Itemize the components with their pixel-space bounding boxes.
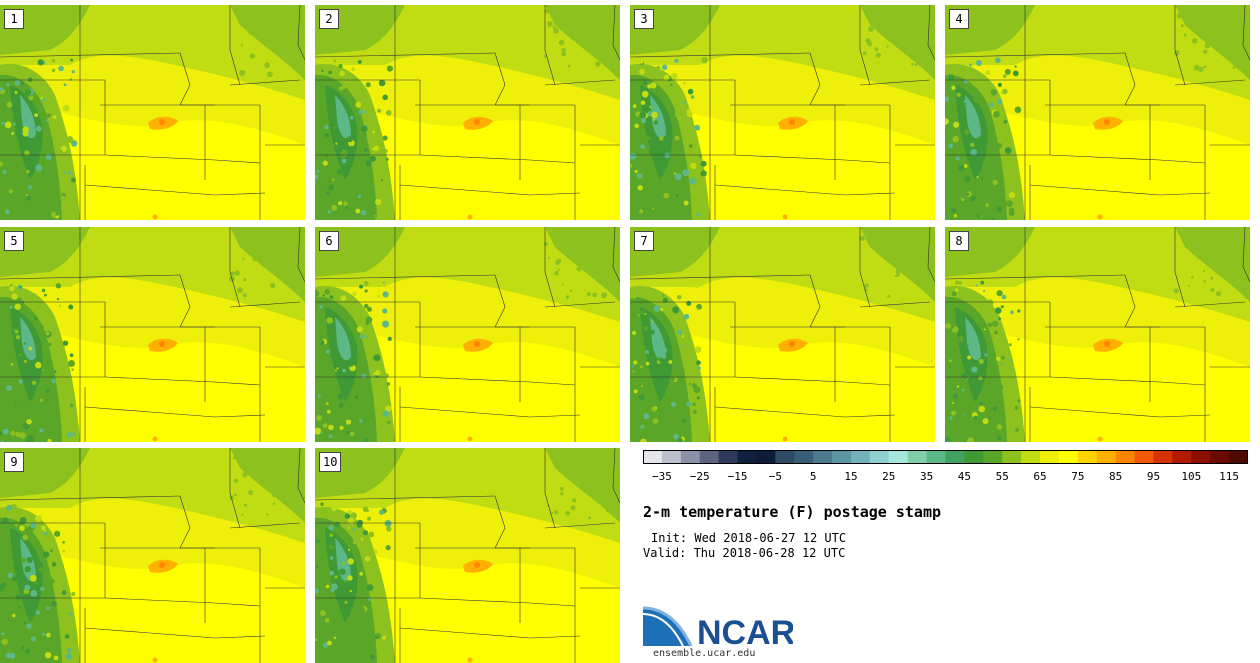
colorbar-swatch bbox=[1134, 450, 1154, 464]
member-panel-3: 3 bbox=[630, 5, 935, 220]
member-panel-6: 6 bbox=[315, 227, 620, 442]
colorbar-swatch bbox=[813, 450, 833, 464]
temperature-map bbox=[315, 448, 620, 663]
colorbar-swatch bbox=[1191, 450, 1211, 464]
colorbar-tick: −25 bbox=[689, 470, 710, 483]
colorbar-tick: 75 bbox=[1071, 470, 1085, 483]
colorbar-tick: 45 bbox=[957, 470, 972, 483]
colorbar-tick: 115 bbox=[1219, 470, 1240, 483]
ncar-logo: NCAR bbox=[643, 606, 793, 648]
colorbar-tick-labels: −35 −25 −15 −5 5 15 25 35 45 55 65 75 85 95 105 115 bbox=[630, 470, 1260, 486]
temperature-map bbox=[0, 448, 305, 663]
member-label: 3 bbox=[634, 9, 654, 29]
colorbar-tick: 85 bbox=[1109, 470, 1123, 483]
colorbar-swatch bbox=[1229, 450, 1248, 464]
temperature-map bbox=[0, 227, 305, 442]
member-label: 9 bbox=[4, 452, 24, 472]
colorbar-swatch bbox=[1153, 450, 1173, 464]
colorbar-tick: 35 bbox=[919, 470, 934, 483]
colorbar-tick: 25 bbox=[882, 470, 896, 483]
colorbar-swatch bbox=[1077, 450, 1098, 464]
colorbar-swatch bbox=[1002, 450, 1022, 464]
colorbar-swatch bbox=[1115, 450, 1136, 464]
temperature-map bbox=[315, 5, 620, 220]
colorbar-tick: 95 bbox=[1146, 470, 1161, 483]
temperature-map bbox=[945, 227, 1250, 442]
colorbar-swatch bbox=[832, 450, 852, 464]
colorbar-swatch bbox=[1058, 450, 1079, 464]
temperature-map bbox=[630, 5, 935, 220]
member-panel-7: 7 bbox=[630, 227, 935, 442]
chart-title: 2-m temperature (F) postage stamp bbox=[643, 503, 942, 521]
colorbar-swatch bbox=[699, 450, 720, 464]
temperature-map bbox=[630, 227, 935, 442]
colorbar-swatch bbox=[1021, 450, 1041, 464]
colorbar-tick: 15 bbox=[844, 470, 858, 483]
member-label: 2 bbox=[319, 9, 339, 29]
member-panel-10: 10 bbox=[315, 448, 620, 663]
colorbar-swatch bbox=[756, 450, 776, 464]
colorbar-swatch bbox=[964, 450, 984, 464]
member-panel-2: 2 bbox=[315, 5, 620, 220]
colorbar-swatch bbox=[680, 450, 701, 464]
member-label: 4 bbox=[949, 9, 969, 29]
member-panel-8: 8 bbox=[945, 227, 1250, 442]
colorbar bbox=[643, 450, 1248, 464]
member-label: 8 bbox=[949, 231, 969, 251]
member-label: 5 bbox=[4, 231, 24, 251]
member-label: 1 bbox=[4, 9, 24, 29]
member-panel-1: 1 bbox=[0, 5, 305, 220]
colorbar-swatch bbox=[869, 450, 890, 464]
colorbar-tick: 65 bbox=[1033, 470, 1047, 483]
member-label: 7 bbox=[634, 231, 654, 251]
colorbar-swatch bbox=[907, 450, 928, 464]
member-label: 6 bbox=[319, 231, 339, 251]
member-panel-5: 5 bbox=[0, 227, 305, 442]
colorbar-tick: −5 bbox=[768, 470, 782, 483]
colorbar-swatch bbox=[794, 450, 814, 464]
colorbar-swatch bbox=[1210, 450, 1230, 464]
member-panel-9: 9 bbox=[0, 448, 305, 663]
colorbar-swatch bbox=[1172, 450, 1192, 464]
colorbar-tick: 5 bbox=[809, 470, 817, 483]
colorbar-tick: −15 bbox=[727, 470, 748, 483]
colorbar-swatch bbox=[718, 450, 739, 464]
colorbar-swatch bbox=[1040, 450, 1060, 464]
colorbar-tick: 105 bbox=[1181, 470, 1202, 483]
site-url: ensemble.ucar.edu bbox=[653, 648, 756, 659]
valid-time: Valid: Thu 2018-06-28 12 UTC bbox=[643, 546, 846, 560]
colorbar-swatch bbox=[850, 450, 871, 464]
temperature-map bbox=[945, 5, 1250, 220]
logo-wordmark: NCAR bbox=[697, 614, 793, 648]
colorbar-swatch bbox=[983, 450, 1003, 464]
member-label: 10 bbox=[319, 452, 342, 472]
colorbar-swatch bbox=[888, 450, 909, 464]
colorbar-swatch bbox=[775, 450, 795, 464]
colorbar-tick: −35 bbox=[651, 470, 672, 483]
colorbar-swatch bbox=[737, 450, 757, 464]
temperature-map bbox=[0, 5, 305, 220]
temperature-map bbox=[315, 227, 620, 442]
colorbar-swatch bbox=[945, 450, 965, 464]
colorbar-swatch bbox=[643, 450, 663, 464]
colorbar-tick: 55 bbox=[995, 470, 1009, 483]
colorbar-swatch bbox=[661, 450, 682, 464]
colorbar-swatch bbox=[926, 450, 946, 464]
colorbar-swatch bbox=[1096, 450, 1117, 464]
init-time: Init: Wed 2018-06-27 12 UTC bbox=[651, 531, 847, 545]
member-panel-4: 4 bbox=[945, 5, 1250, 220]
